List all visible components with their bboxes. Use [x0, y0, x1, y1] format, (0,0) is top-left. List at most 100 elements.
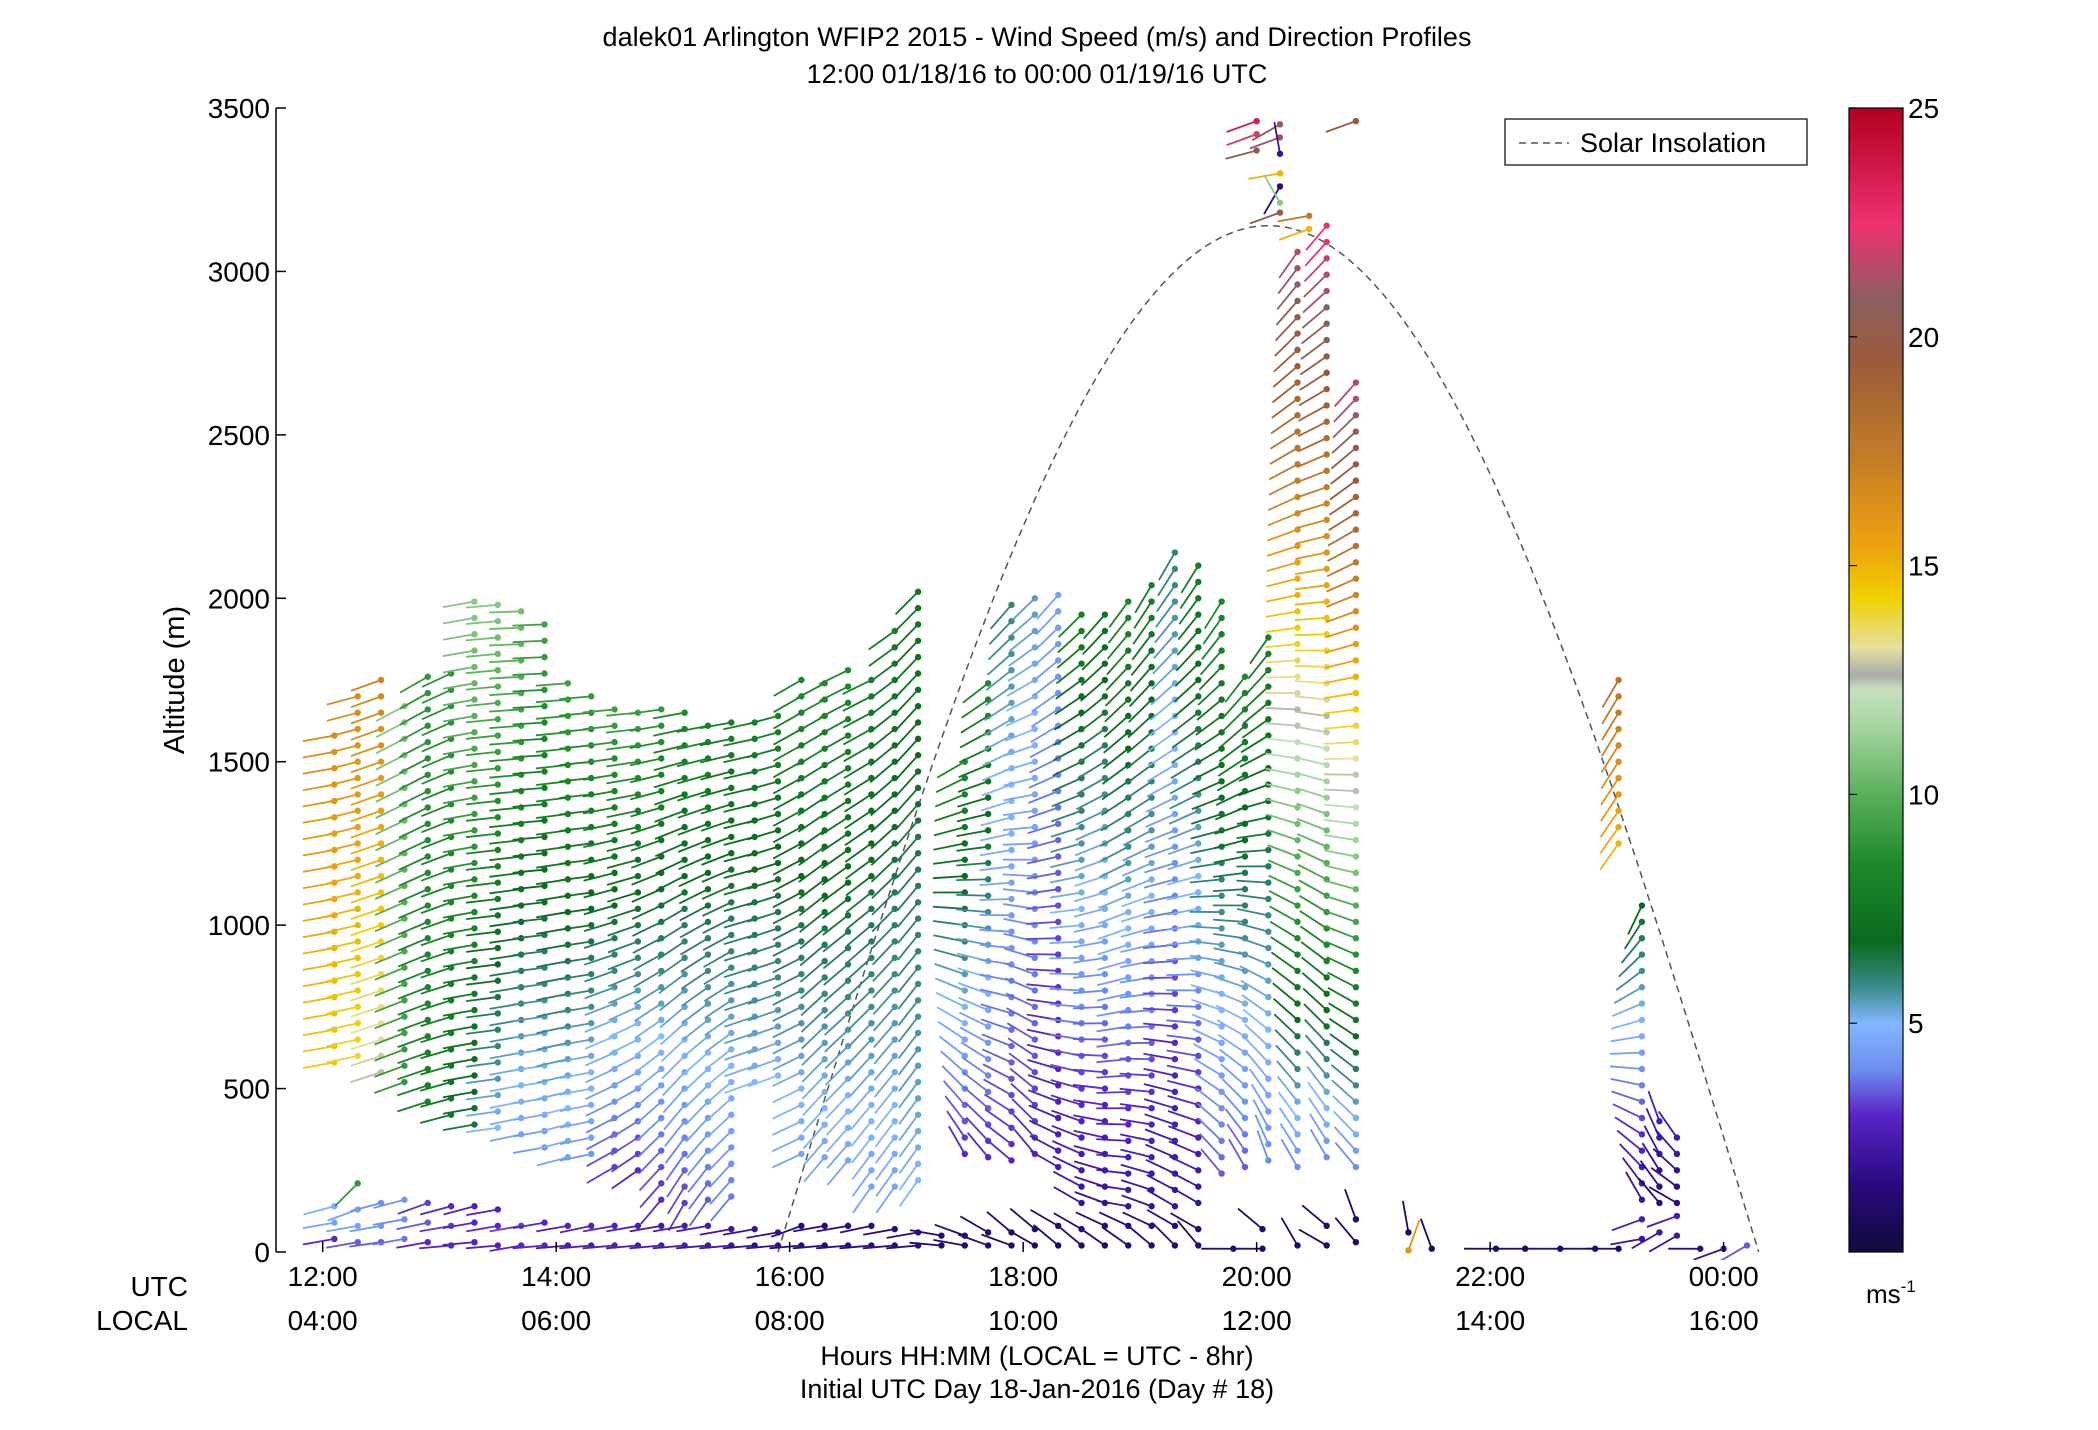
wind-barb-point-495: [728, 1095, 734, 1101]
wind-barb-point-723: [915, 1177, 921, 1183]
wind-barb-point-501: [728, 997, 734, 1003]
wind-barb-point-1109: [1172, 598, 1178, 604]
wind-barb-point-739: [915, 915, 921, 921]
wind-barb-point-1536: [985, 1242, 991, 1248]
wind-barb-point-997: [1125, 1170, 1131, 1176]
wind-barb-point-1012: [1125, 925, 1131, 931]
wind-barb-point-969: [1102, 1020, 1108, 1026]
wind-barb-point-1266: [1294, 951, 1300, 957]
local-tick-label-6: 16:00: [1689, 1305, 1759, 1336]
wind-barb-point-1116: [1195, 1151, 1201, 1157]
wind-barb-point-996: [1125, 1187, 1131, 1193]
wind-barb-point-993: [1102, 628, 1108, 634]
wind-barb-point-1031: [1125, 615, 1131, 621]
wind-barb-point-507: [728, 899, 734, 905]
wind-barb-point-1523: [821, 1223, 827, 1229]
wind-barb-point-1548: [1125, 1242, 1131, 1248]
colorbar-tick-label-3: 20: [1908, 322, 1939, 353]
wind-barb-point-1112: [1172, 549, 1178, 555]
wind-barb-point-25: [355, 987, 361, 993]
wind-barb-point-400: [658, 1147, 664, 1153]
wind-barb-point-483: [705, 804, 711, 810]
wind-barb-point-777: [962, 873, 968, 879]
wind-barb-point-1069: [1148, 615, 1154, 621]
wind-barb-point-577: [798, 955, 804, 961]
wind-barb-point-742: [915, 866, 921, 872]
wind-barb-point-1466: [1277, 200, 1283, 206]
wind-barb-point-174: [471, 696, 477, 702]
utc-row-label: UTC: [130, 1271, 188, 1302]
wind-barb-point-365: [611, 739, 617, 745]
wind-barb-point-383: [635, 922, 641, 928]
wind-barb-point-698: [892, 1020, 898, 1026]
wind-barb-point-833: [1008, 863, 1014, 869]
wind-barb-point-670: [868, 955, 874, 961]
wind-barb-point-1438: [1639, 1033, 1645, 1039]
wind-barb-point-1447: [1656, 1200, 1662, 1206]
wind-barb-point-152: [471, 1056, 477, 1062]
wind-barb-point-1410: [1353, 477, 1359, 483]
wind-barb-point-275: [541, 687, 547, 693]
wind-barb-point-356: [611, 886, 617, 892]
wind-barb-point-1115: [1195, 1167, 1201, 1173]
wind-barb-point-1304: [1294, 330, 1300, 336]
wind-barb-point-1575: [1674, 1232, 1680, 1238]
wind-barb-point-1505: [611, 1223, 617, 1229]
wind-barb-point-27: [355, 955, 361, 961]
wind-barb-point-933: [1078, 1004, 1084, 1010]
wind-barb-point-1029: [1125, 647, 1131, 653]
wind-barb-point-989: [1102, 693, 1108, 699]
wind-barb-point-1156: [1218, 1121, 1224, 1127]
wind-barb-point-428: [681, 1200, 687, 1206]
wind-barb-point-604: [821, 1007, 827, 1013]
wind-barb-point-990: [1102, 677, 1108, 683]
wind-barb-point-1391: [1353, 788, 1359, 794]
wind-barb-point-430: [681, 1167, 687, 1173]
wind-barb-point-1152: [1195, 562, 1201, 568]
wind-barb-point-856: [1032, 1053, 1038, 1059]
wind-barb-point-473: [705, 968, 711, 974]
wind-barb-point-690: [892, 1151, 898, 1157]
wind-barb-point-757: [915, 621, 921, 627]
wind-barb-279: [513, 624, 545, 625]
wind-barb-point-69: [401, 1079, 407, 1085]
wind-barb-point-1051: [1148, 909, 1154, 915]
wind-barb-point-647: [845, 798, 851, 804]
wind-barb-point-1402: [1353, 608, 1359, 614]
wind-barb-point-753: [915, 687, 921, 693]
wind-barb-point-1300: [1294, 396, 1300, 402]
wind-barb-point-1114: [1195, 1183, 1201, 1189]
wind-barb-point-1392: [1353, 772, 1359, 778]
wind-barb-point-1143: [1195, 709, 1201, 715]
wind-barb-point-426: [658, 723, 664, 729]
utc-tick-label-2: 16:00: [755, 1261, 825, 1292]
wind-barb-point-42: [355, 709, 361, 715]
wind-barb-point-493: [728, 1128, 734, 1134]
wind-barb-point-1053: [1148, 876, 1154, 882]
wind-barb-point-1250: [1265, 667, 1271, 673]
wind-barb-point-1147: [1195, 644, 1201, 650]
wind-barb-point-1312: [1323, 1121, 1329, 1127]
wind-barb-point-1371: [1353, 1115, 1359, 1121]
wind-barb-point-427: [658, 706, 664, 712]
wind-barb-point-855: [1032, 1069, 1038, 1075]
wind-barb-point-1525: [845, 1223, 851, 1229]
wind-barb-point-972: [1102, 971, 1108, 977]
wind-barb-point-1489: [448, 1203, 454, 1209]
wind-barb-point-1262: [1294, 1017, 1300, 1023]
wind-barb-point-1155: [1218, 1138, 1224, 1144]
wind-barb-point-849: [1008, 602, 1014, 608]
wind-barb-point-338: [588, 693, 594, 699]
wind-barb-point-1257: [1294, 1098, 1300, 1104]
wind-barb-point-458: [681, 709, 687, 715]
wind-barb-point-404: [658, 1082, 664, 1088]
wind-barb-point-1000: [1125, 1121, 1131, 1127]
wind-barb-point-889: [1055, 1098, 1061, 1104]
wind-barb-246: [489, 611, 521, 612]
wind-barb-point-478: [705, 886, 711, 892]
wind-barb-point-1372: [1353, 1098, 1359, 1104]
wind-barb-point-1399: [1353, 657, 1359, 663]
wind-barb-point-38: [355, 775, 361, 781]
